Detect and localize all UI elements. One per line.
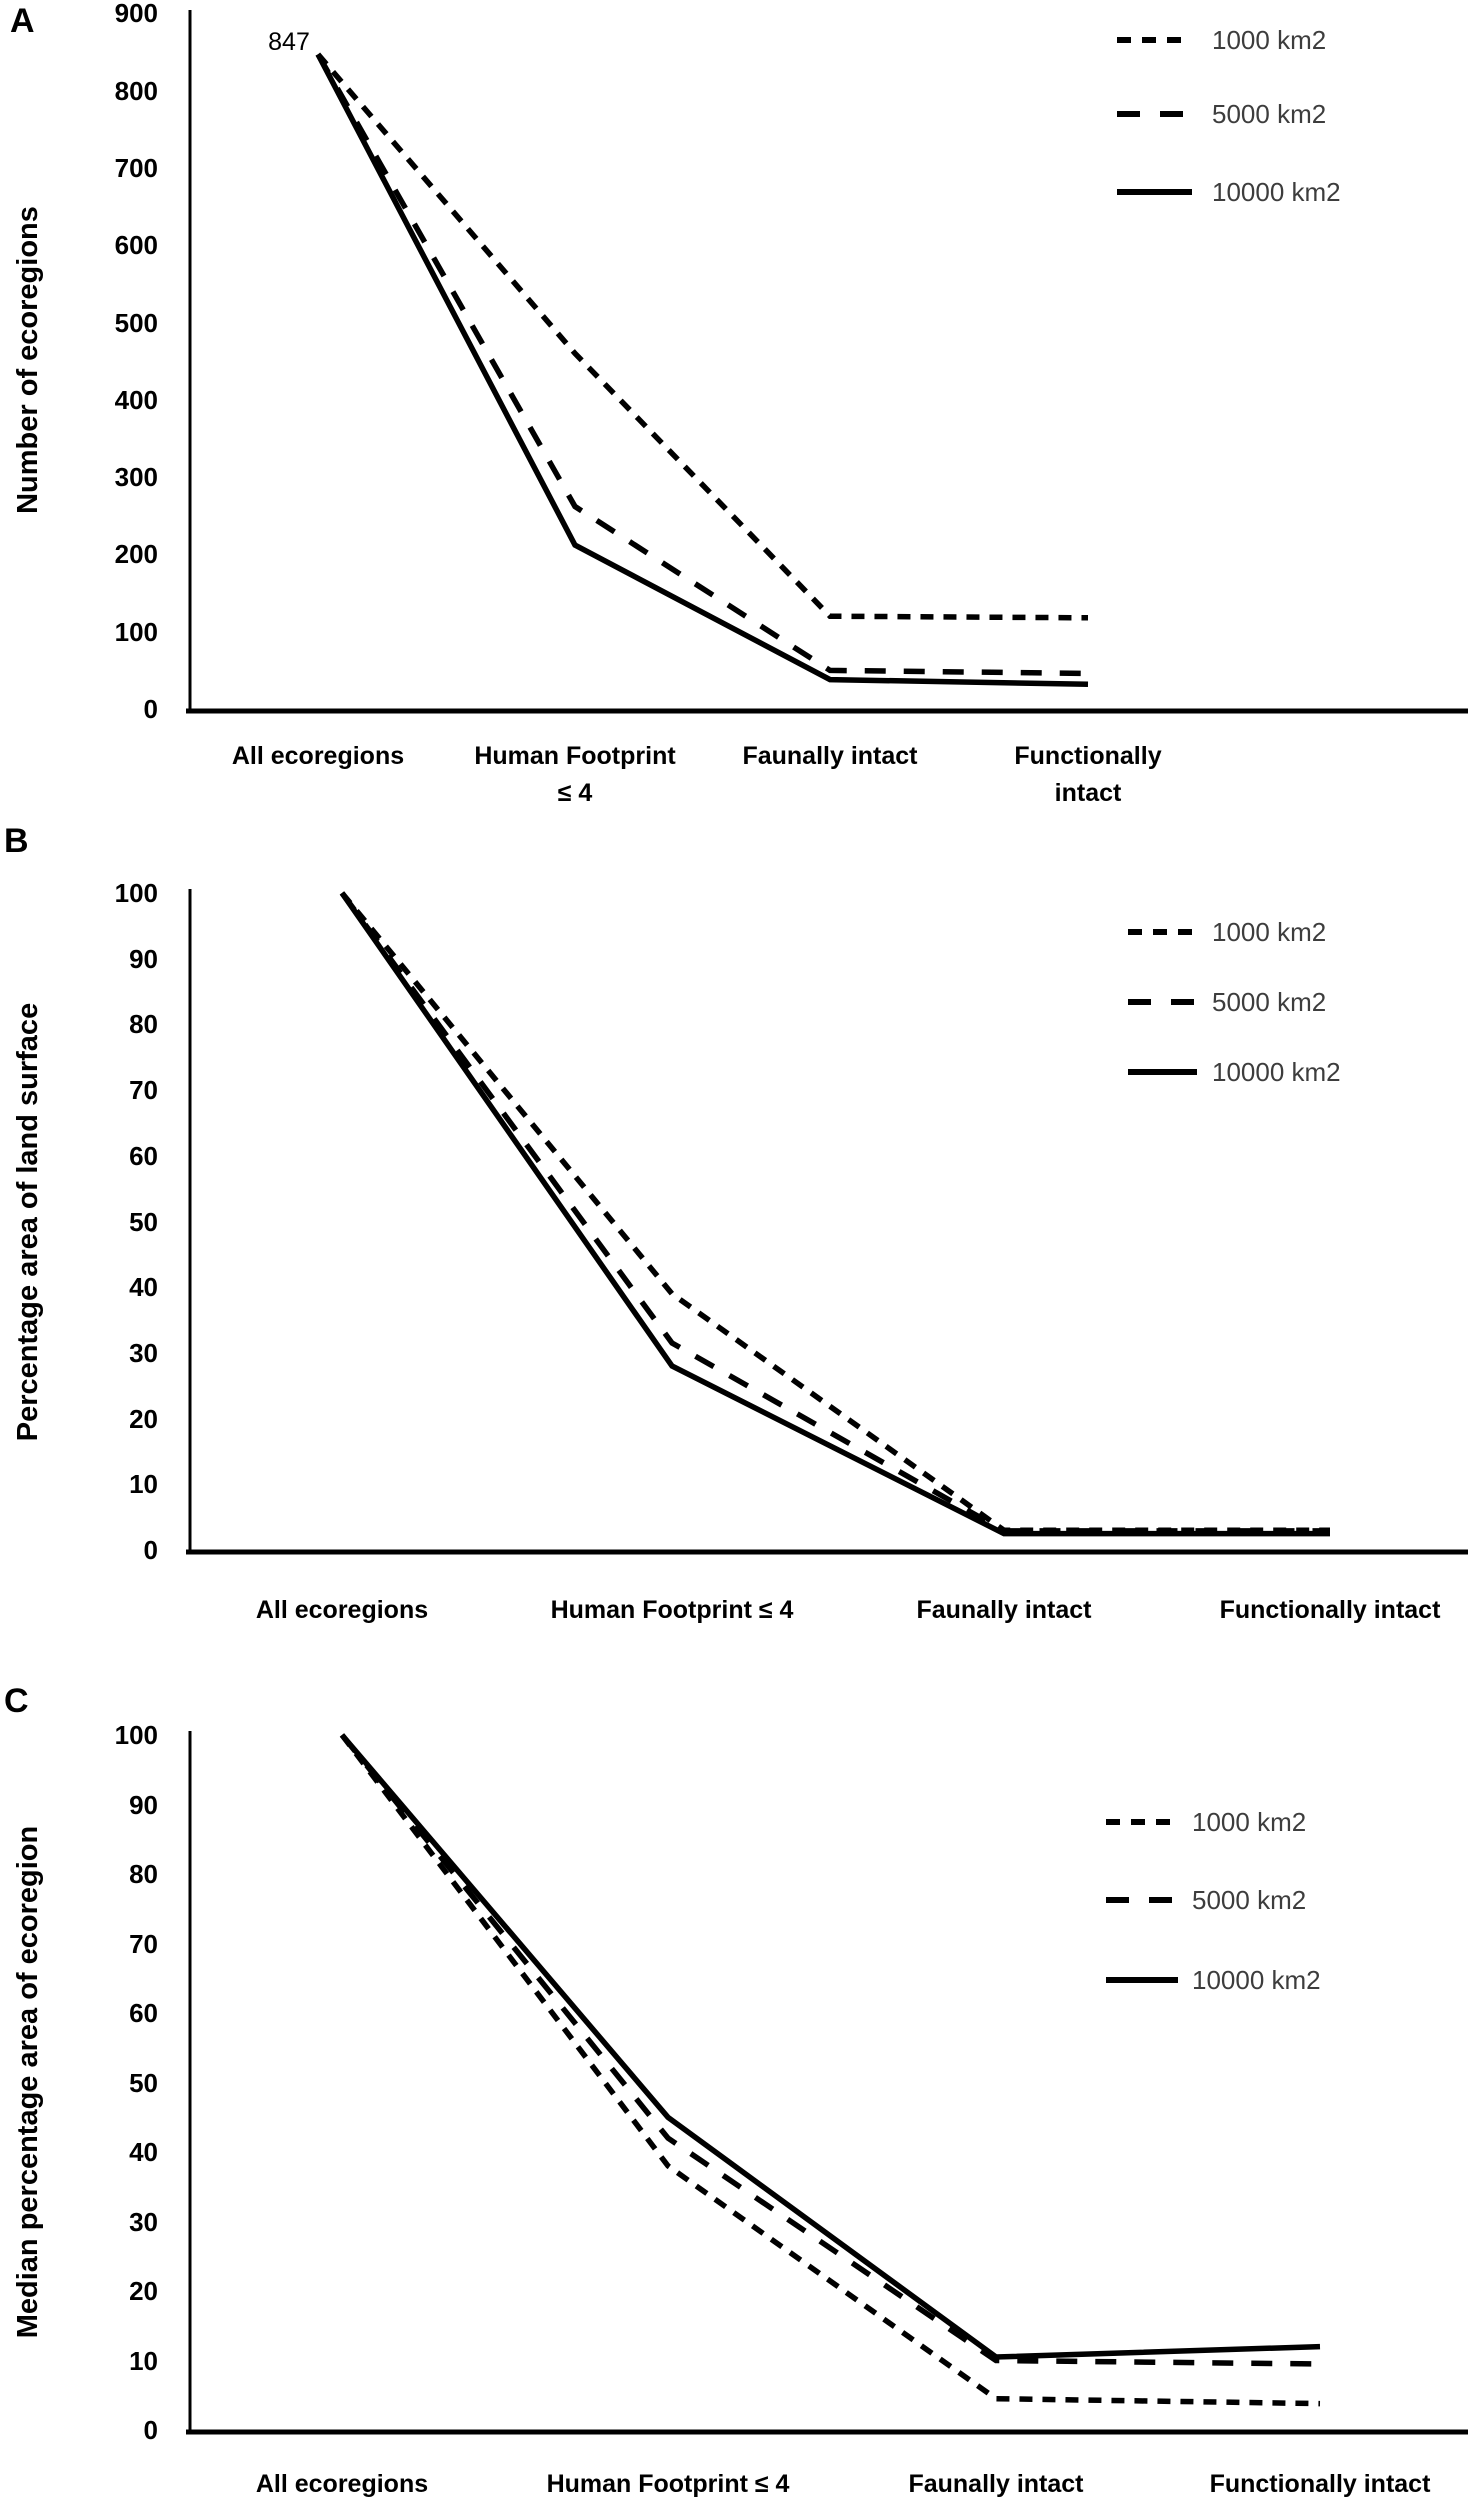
series-line-C-10000-km2 xyxy=(339,1733,1321,2360)
x-category-label-B-3: Faunally intact xyxy=(916,1596,1092,1624)
legend-label-C-10000-km2: 10000 km2 xyxy=(1192,1965,1321,1995)
panel-label-b: B xyxy=(4,822,29,860)
legend-label-B-10000-km2: 10000 km2 xyxy=(1212,1057,1341,1087)
y-tick-label-C-80: 80 xyxy=(129,1859,158,1889)
y-tick-label-A-500: 500 xyxy=(114,307,158,338)
series-line-C-5000-km2 xyxy=(339,1733,1321,2367)
y-tick-label-A-900: 900 xyxy=(114,0,158,29)
y-tick-label-C-0: 0 xyxy=(143,2415,158,2445)
y-tick-label-A-300: 300 xyxy=(114,462,158,493)
y-tick-label-A-0: 0 xyxy=(143,694,158,724)
series-line-B-10000-km2 xyxy=(339,891,1330,1537)
panel-label-a: A xyxy=(10,2,35,40)
x-category-label-C-4: Functionally intact xyxy=(1209,2470,1431,2498)
y-tick-label-A-600: 600 xyxy=(114,230,158,261)
series-line-A-5000-km2 xyxy=(315,52,1089,677)
y-tick-label-B-40: 40 xyxy=(129,1272,158,1303)
y-tick-label-A-100: 100 xyxy=(114,616,158,647)
legend-label-A-1000-km2: 1000 km2 xyxy=(1212,25,1327,55)
legend-label-B-1000-km2: 1000 km2 xyxy=(1212,917,1327,947)
series-line-B-5000-km2 xyxy=(339,891,1330,1534)
y-tick-label-C-30: 30 xyxy=(129,2206,158,2237)
x-category-label-B-1: All ecoregions xyxy=(255,1596,429,1624)
y-tick-label-A-200: 200 xyxy=(114,539,158,570)
y-tick-label-C-70: 70 xyxy=(129,1928,158,1959)
y-tick-label-B-0: 0 xyxy=(143,1535,158,1565)
y-tick-label-B-20: 20 xyxy=(129,1403,158,1434)
y-tick-label-C-60: 60 xyxy=(129,1998,158,2028)
y-tick-label-B-90: 90 xyxy=(129,943,158,974)
series-line-A-1000-km2 xyxy=(315,52,1089,621)
legend-label-C-1000-km2: 1000 km2 xyxy=(1192,1807,1307,1837)
legend-label-A-5000-km2: 5000 km2 xyxy=(1212,99,1327,129)
legend-label-A-10000-km2: 10000 km2 xyxy=(1212,177,1341,207)
y-tick-label-B-10: 10 xyxy=(129,1469,158,1500)
x-category-label-A-4: Functionally intact xyxy=(1014,742,1162,807)
y-tick-label-B-80: 80 xyxy=(129,1009,158,1040)
series-line-C-1000-km2 xyxy=(339,1733,1321,2407)
x-category-label-A-3: Faunally intact xyxy=(742,742,918,770)
y-tick-label-B-70: 70 xyxy=(129,1075,158,1106)
x-category-label-C-1: All ecoregions xyxy=(255,2470,429,2498)
x-category-label-B-4: Functionally intact xyxy=(1219,1596,1441,1624)
y-tick-label-B-100: 100 xyxy=(114,878,158,908)
panel-label-c: C xyxy=(4,1682,29,1720)
y-axis-title-a: Number of ecoregions xyxy=(12,206,44,514)
y-tick-label-C-50: 50 xyxy=(129,2067,158,2098)
y-tick-label-C-20: 20 xyxy=(129,2276,158,2306)
data-label-847: 847 xyxy=(268,28,310,56)
series-line-A-10000-km2 xyxy=(315,53,1089,688)
y-tick-label-B-30: 30 xyxy=(129,1337,158,1368)
y-tick-label-B-60: 60 xyxy=(129,1140,158,1171)
y-tick-label-B-50: 50 xyxy=(129,1206,158,1237)
y-tick-label-C-10: 10 xyxy=(129,2345,158,2376)
y-tick-label-C-40: 40 xyxy=(129,2137,158,2167)
y-tick-label-C-90: 90 xyxy=(129,1789,158,1820)
x-category-label-A-2: Human Footprint ≤ 4 xyxy=(474,742,676,807)
x-category-label-C-3: Faunally intact xyxy=(908,2470,1084,2498)
legend-label-C-5000-km2: 5000 km2 xyxy=(1192,1885,1307,1915)
y-tick-label-A-800: 800 xyxy=(114,75,158,106)
y-tick-label-C-100: 100 xyxy=(114,1720,158,1750)
x-category-label-B-2: Human Footprint ≤ 4 xyxy=(550,1596,794,1624)
y-tick-label-A-700: 700 xyxy=(114,152,158,183)
x-category-label-C-2: Human Footprint ≤ 4 xyxy=(546,2470,790,2498)
y-tick-label-A-400: 400 xyxy=(114,384,158,415)
x-category-label-A-1: All ecoregions xyxy=(231,742,405,770)
legend-label-B-5000-km2: 5000 km2 xyxy=(1212,987,1327,1017)
